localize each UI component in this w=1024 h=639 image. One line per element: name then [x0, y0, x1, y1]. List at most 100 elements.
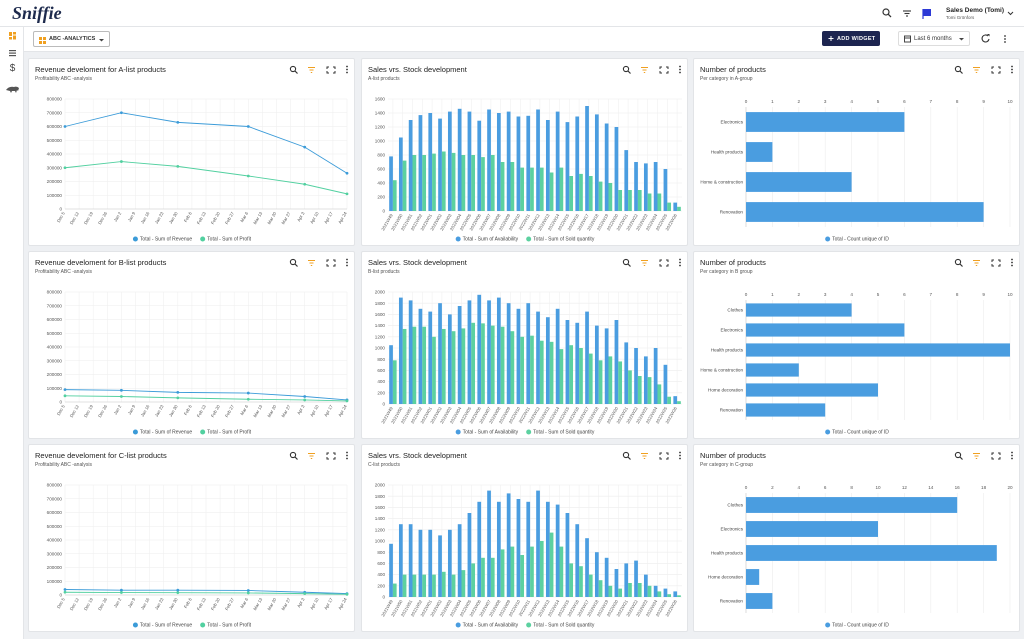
widget-actions: [954, 451, 1013, 460]
legend-swatch: [825, 236, 831, 242]
bar: [598, 181, 603, 211]
bar: [506, 111, 511, 211]
x-tick-label: Feb 27: [224, 210, 235, 225]
filter-icon[interactable]: [641, 260, 648, 266]
x-tick-label: Mar 13: [252, 210, 263, 225]
x-tick-label: 5: [877, 292, 880, 297]
x-tick-label: 3: [824, 292, 827, 297]
bar: [471, 322, 476, 404]
add-widget-button[interactable]: ADD WIDGET: [822, 31, 880, 46]
bar: [657, 193, 662, 211]
search-icon[interactable]: [882, 8, 892, 18]
bar: [389, 156, 393, 211]
bar: [471, 563, 476, 597]
fullscreen-icon[interactable]: [326, 66, 336, 74]
x-tick-label: 0: [745, 485, 748, 490]
bar: [526, 303, 531, 404]
refresh-icon[interactable]: [981, 34, 990, 43]
bar: [398, 524, 403, 597]
series-point: [176, 591, 180, 595]
more-icon[interactable]: [679, 258, 681, 267]
more-icon[interactable]: [1011, 451, 1013, 460]
more-icon[interactable]: [346, 65, 348, 74]
series-point: [63, 166, 67, 170]
search-icon[interactable]: [622, 65, 631, 74]
list-icon[interactable]: [9, 50, 16, 57]
account-chevron[interactable]: [1007, 11, 1014, 16]
bar: [634, 348, 638, 404]
fullscreen-icon[interactable]: [991, 452, 1001, 460]
more-icon[interactable]: [346, 258, 348, 267]
bar: [392, 180, 397, 211]
fullscreen-icon[interactable]: [326, 452, 336, 460]
search-icon[interactable]: [289, 258, 298, 267]
x-tick-label: 18: [981, 485, 987, 490]
bar: [569, 345, 574, 404]
y-tick-label: 1400: [375, 111, 386, 116]
x-tick-label: 1: [771, 99, 774, 104]
bar: [490, 557, 495, 597]
bar: [647, 377, 652, 404]
search-icon[interactable]: [954, 258, 963, 267]
bar: [408, 524, 413, 597]
filter-icon[interactable]: [973, 453, 980, 459]
fullscreen-icon[interactable]: [659, 66, 669, 74]
dashboard-icon[interactable]: [9, 32, 16, 40]
bar: [447, 314, 452, 404]
flag-icon[interactable]: [922, 9, 931, 19]
y-tick-label: Home decoration: [708, 388, 743, 393]
bar: [653, 348, 658, 404]
fullscreen-icon[interactable]: [991, 259, 1001, 267]
filter-icon[interactable]: [641, 453, 648, 459]
bar: [569, 176, 574, 211]
bar: [438, 303, 442, 404]
search-icon[interactable]: [954, 451, 963, 460]
series-point: [303, 398, 307, 402]
search-icon[interactable]: [289, 65, 298, 74]
logo[interactable]: Sniffie: [12, 3, 62, 23]
bar: [516, 499, 521, 597]
more-icon[interactable]: [679, 451, 681, 460]
y-tick-label: 500000: [47, 331, 63, 336]
more-icon[interactable]: [1004, 35, 1006, 43]
fullscreen-icon[interactable]: [659, 259, 669, 267]
more-icon[interactable]: [679, 65, 681, 74]
more-icon[interactable]: [346, 451, 348, 460]
filter-icon[interactable]: [973, 67, 980, 73]
fullscreen-icon[interactable]: [659, 452, 669, 460]
search-icon[interactable]: [622, 258, 631, 267]
bar: [545, 120, 550, 211]
more-icon[interactable]: [1011, 65, 1013, 74]
y-tick-label: 1400: [375, 516, 386, 521]
filter-icon[interactable]: [903, 10, 911, 17]
pricing-icon[interactable]: $: [10, 63, 16, 74]
filter-icon[interactable]: [641, 67, 648, 73]
animal-icon[interactable]: [6, 86, 19, 93]
series-point: [176, 164, 180, 168]
chart: 0 1 2 3 4 5 6 7 8 9 10 Clothes Electronics Health pro…: [700, 292, 1013, 436]
search-icon[interactable]: [289, 451, 298, 460]
filter-icon[interactable]: [973, 260, 980, 266]
legend-swatch: [526, 622, 532, 628]
bar: [422, 326, 427, 404]
fullscreen-icon[interactable]: [991, 66, 1001, 74]
filter-icon[interactable]: [308, 260, 315, 266]
more-icon[interactable]: [1011, 258, 1013, 267]
y-tick-label: Home & construction: [700, 180, 743, 185]
x-tick-label: 20: [1007, 485, 1013, 490]
dashboard-select[interactable]: ABC -ANALYTICS: [33, 31, 110, 47]
search-icon[interactable]: [954, 65, 963, 74]
bar: [516, 308, 521, 404]
filter-icon[interactable]: [308, 453, 315, 459]
widget: Number of products Per category in A-grou…: [693, 58, 1020, 246]
fullscreen-icon[interactable]: [326, 259, 336, 267]
y-tick-label: 1000: [375, 346, 386, 351]
filter-icon[interactable]: [308, 67, 315, 73]
bar: [647, 585, 652, 597]
legend: Total - Sum of Availability Total - Sum o…: [455, 429, 595, 436]
y-tick-label: 1800: [375, 494, 386, 499]
x-tick-label: Apr 24: [337, 210, 348, 224]
account-name[interactable]: Sales Demo (Tomi): [946, 7, 1005, 14]
search-icon[interactable]: [622, 451, 631, 460]
period-select[interactable]: Last 6 months: [898, 31, 970, 46]
